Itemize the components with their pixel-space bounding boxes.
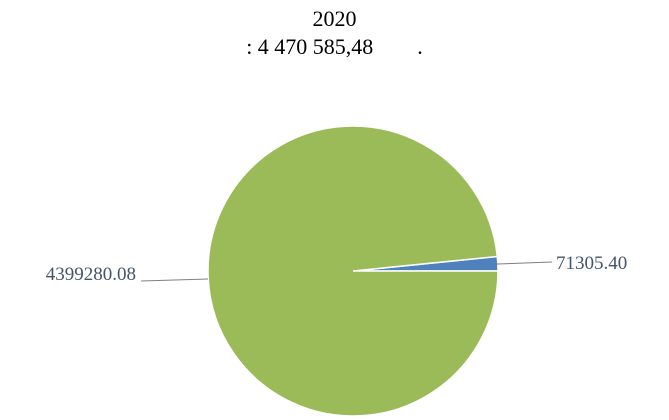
leader-line-1 [140,278,209,282]
data-label-0: 71305.40 [556,253,627,274]
chart-title-line-2: : 4 470 585,48 . [246,34,423,59]
pie-slice-1 [207,125,499,417]
data-label-1: 4399280.08 [46,264,136,285]
chart-title-line-1: 2020 [312,6,357,31]
leader-line-0 [496,261,553,265]
